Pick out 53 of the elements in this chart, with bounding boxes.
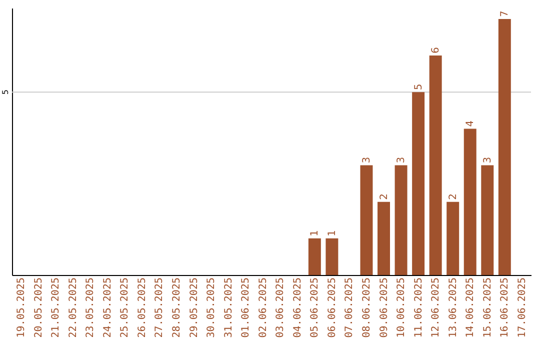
bar — [446, 202, 460, 275]
x-tick-label: 23.05.2025 — [85, 278, 96, 338]
x-tick-label: 15.06.2025 — [482, 278, 494, 338]
x-tick-label: 16.06.2025 — [500, 278, 511, 338]
bar — [394, 165, 408, 275]
x-tick-label: 07.06.2025 — [344, 278, 356, 338]
x-tick-label: 09.06.2025 — [378, 278, 390, 338]
x-tick-label: 06.06.2025 — [326, 278, 338, 338]
bar — [498, 18, 511, 275]
x-tick-label: 29.05.2025 — [188, 278, 200, 338]
bar — [326, 238, 338, 275]
x-tick-label: 19.05.2025 — [16, 278, 28, 338]
data-label: 2 — [378, 193, 390, 200]
data-label: 3 — [396, 156, 408, 164]
x-tick-label: 04.06.2025 — [292, 278, 304, 338]
bar — [429, 56, 442, 275]
data-label: 7 — [500, 10, 511, 17]
data-label: 3 — [361, 156, 372, 164]
x-tick-label: 27.05.2025 — [154, 278, 166, 338]
x-tick-label: 17.06.2025 — [516, 278, 528, 338]
data-label: 6 — [430, 47, 442, 54]
data-label: 1 — [310, 230, 321, 236]
x-tick-label: 24.05.2025 — [102, 278, 114, 338]
bar — [308, 238, 321, 275]
data-label: 1 — [326, 230, 338, 236]
data-label: 4 — [465, 120, 476, 127]
x-tick-label: 03.06.2025 — [275, 278, 286, 338]
bar — [378, 202, 390, 275]
x-tick-label: 26.05.2025 — [136, 278, 148, 338]
x-tick-label: 11.06.2025 — [413, 278, 424, 338]
x-tick-label: 31.05.2025 — [223, 278, 234, 338]
x-tick-label: 28.05.2025 — [172, 278, 183, 338]
x-tick-label: 14.06.2025 — [465, 278, 476, 338]
x-tick-label: 13.06.2025 — [448, 278, 459, 338]
x-tick-label: 22.05.2025 — [68, 278, 79, 338]
x-tick-label: 12.06.2025 — [430, 278, 442, 338]
x-tick-label: 30.05.2025 — [206, 278, 218, 338]
ref-line-label: 5 — [1, 90, 10, 95]
x-tick-label: 20.05.2025 — [33, 278, 44, 338]
x-tick-label: 05.06.2025 — [310, 278, 321, 338]
x-tick-label: 25.05.2025 — [120, 278, 131, 338]
x-tick-label: 10.06.2025 — [396, 278, 408, 338]
data-label: 5 — [413, 84, 424, 90]
x-tick-label: 01.06.2025 — [240, 278, 252, 338]
data-label: 3 — [482, 156, 494, 164]
x-tick-label: 08.06.2025 — [361, 278, 372, 338]
bar — [464, 128, 476, 275]
bar — [481, 165, 494, 275]
x-tick-label: 02.06.2025 — [258, 278, 269, 338]
bar — [412, 92, 425, 275]
bar — [360, 165, 373, 275]
data-label: 2 — [448, 193, 459, 200]
x-tick-label: 21.05.2025 — [50, 278, 62, 338]
